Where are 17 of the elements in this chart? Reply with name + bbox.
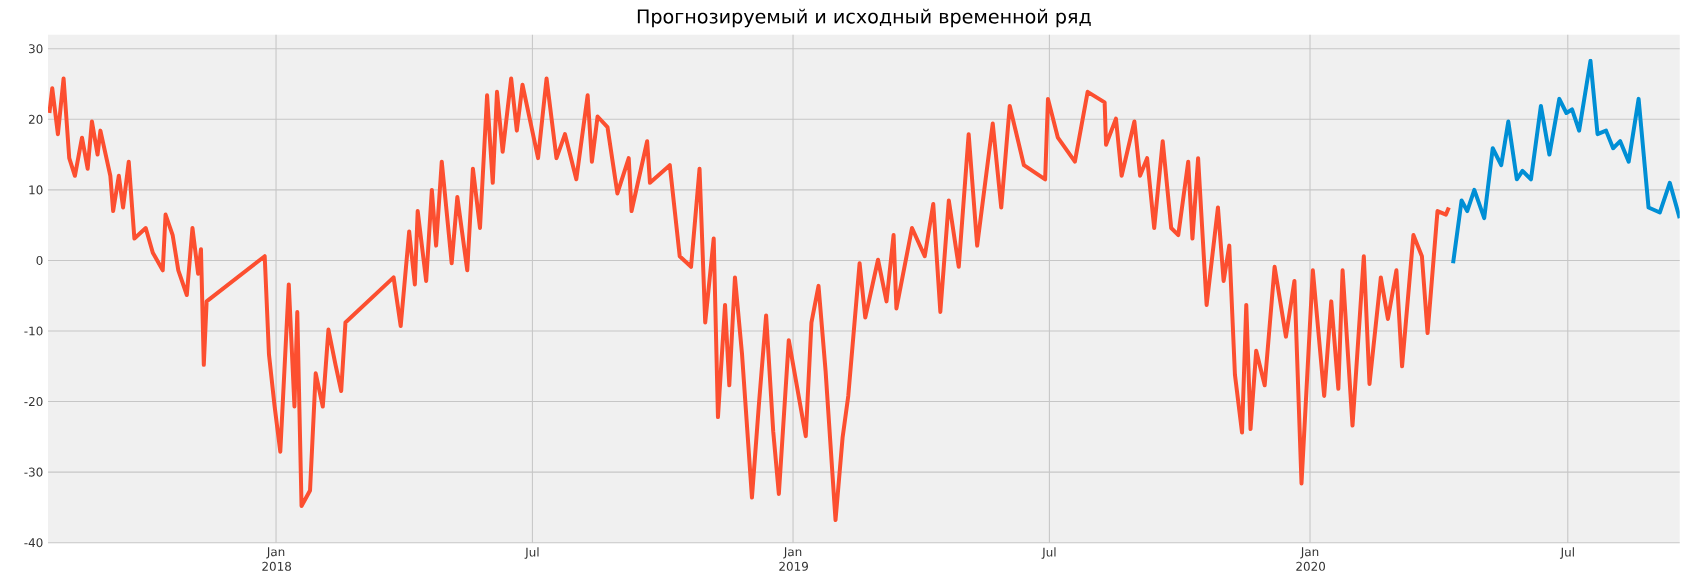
line-series <box>1451 58 1680 266</box>
x-tick-label: Jul <box>1559 547 1574 559</box>
y-tick-label: 30 <box>29 44 43 54</box>
y-tick-label: -10 <box>24 326 43 336</box>
x-tick-label: Jan 2020 <box>1296 547 1326 571</box>
y-tick-label: -20 <box>24 397 43 407</box>
y-tick-label: -30 <box>24 467 43 477</box>
x-tick-label: Jul <box>1041 547 1056 559</box>
y-tick-label: 10 <box>29 185 43 195</box>
x-tick-label: Jan 2018 <box>262 547 292 571</box>
line-series <box>48 76 1451 523</box>
y-tick-label: -40 <box>24 538 43 548</box>
y-tick-label: 0 <box>36 255 43 265</box>
y-tick-label: 20 <box>28 114 43 124</box>
x-tick-label: Jul <box>524 547 539 559</box>
chart-title: Прогнозируемый и исходный временной ряд <box>637 8 1091 28</box>
x-tick-label: Jan 2019 <box>779 547 808 571</box>
